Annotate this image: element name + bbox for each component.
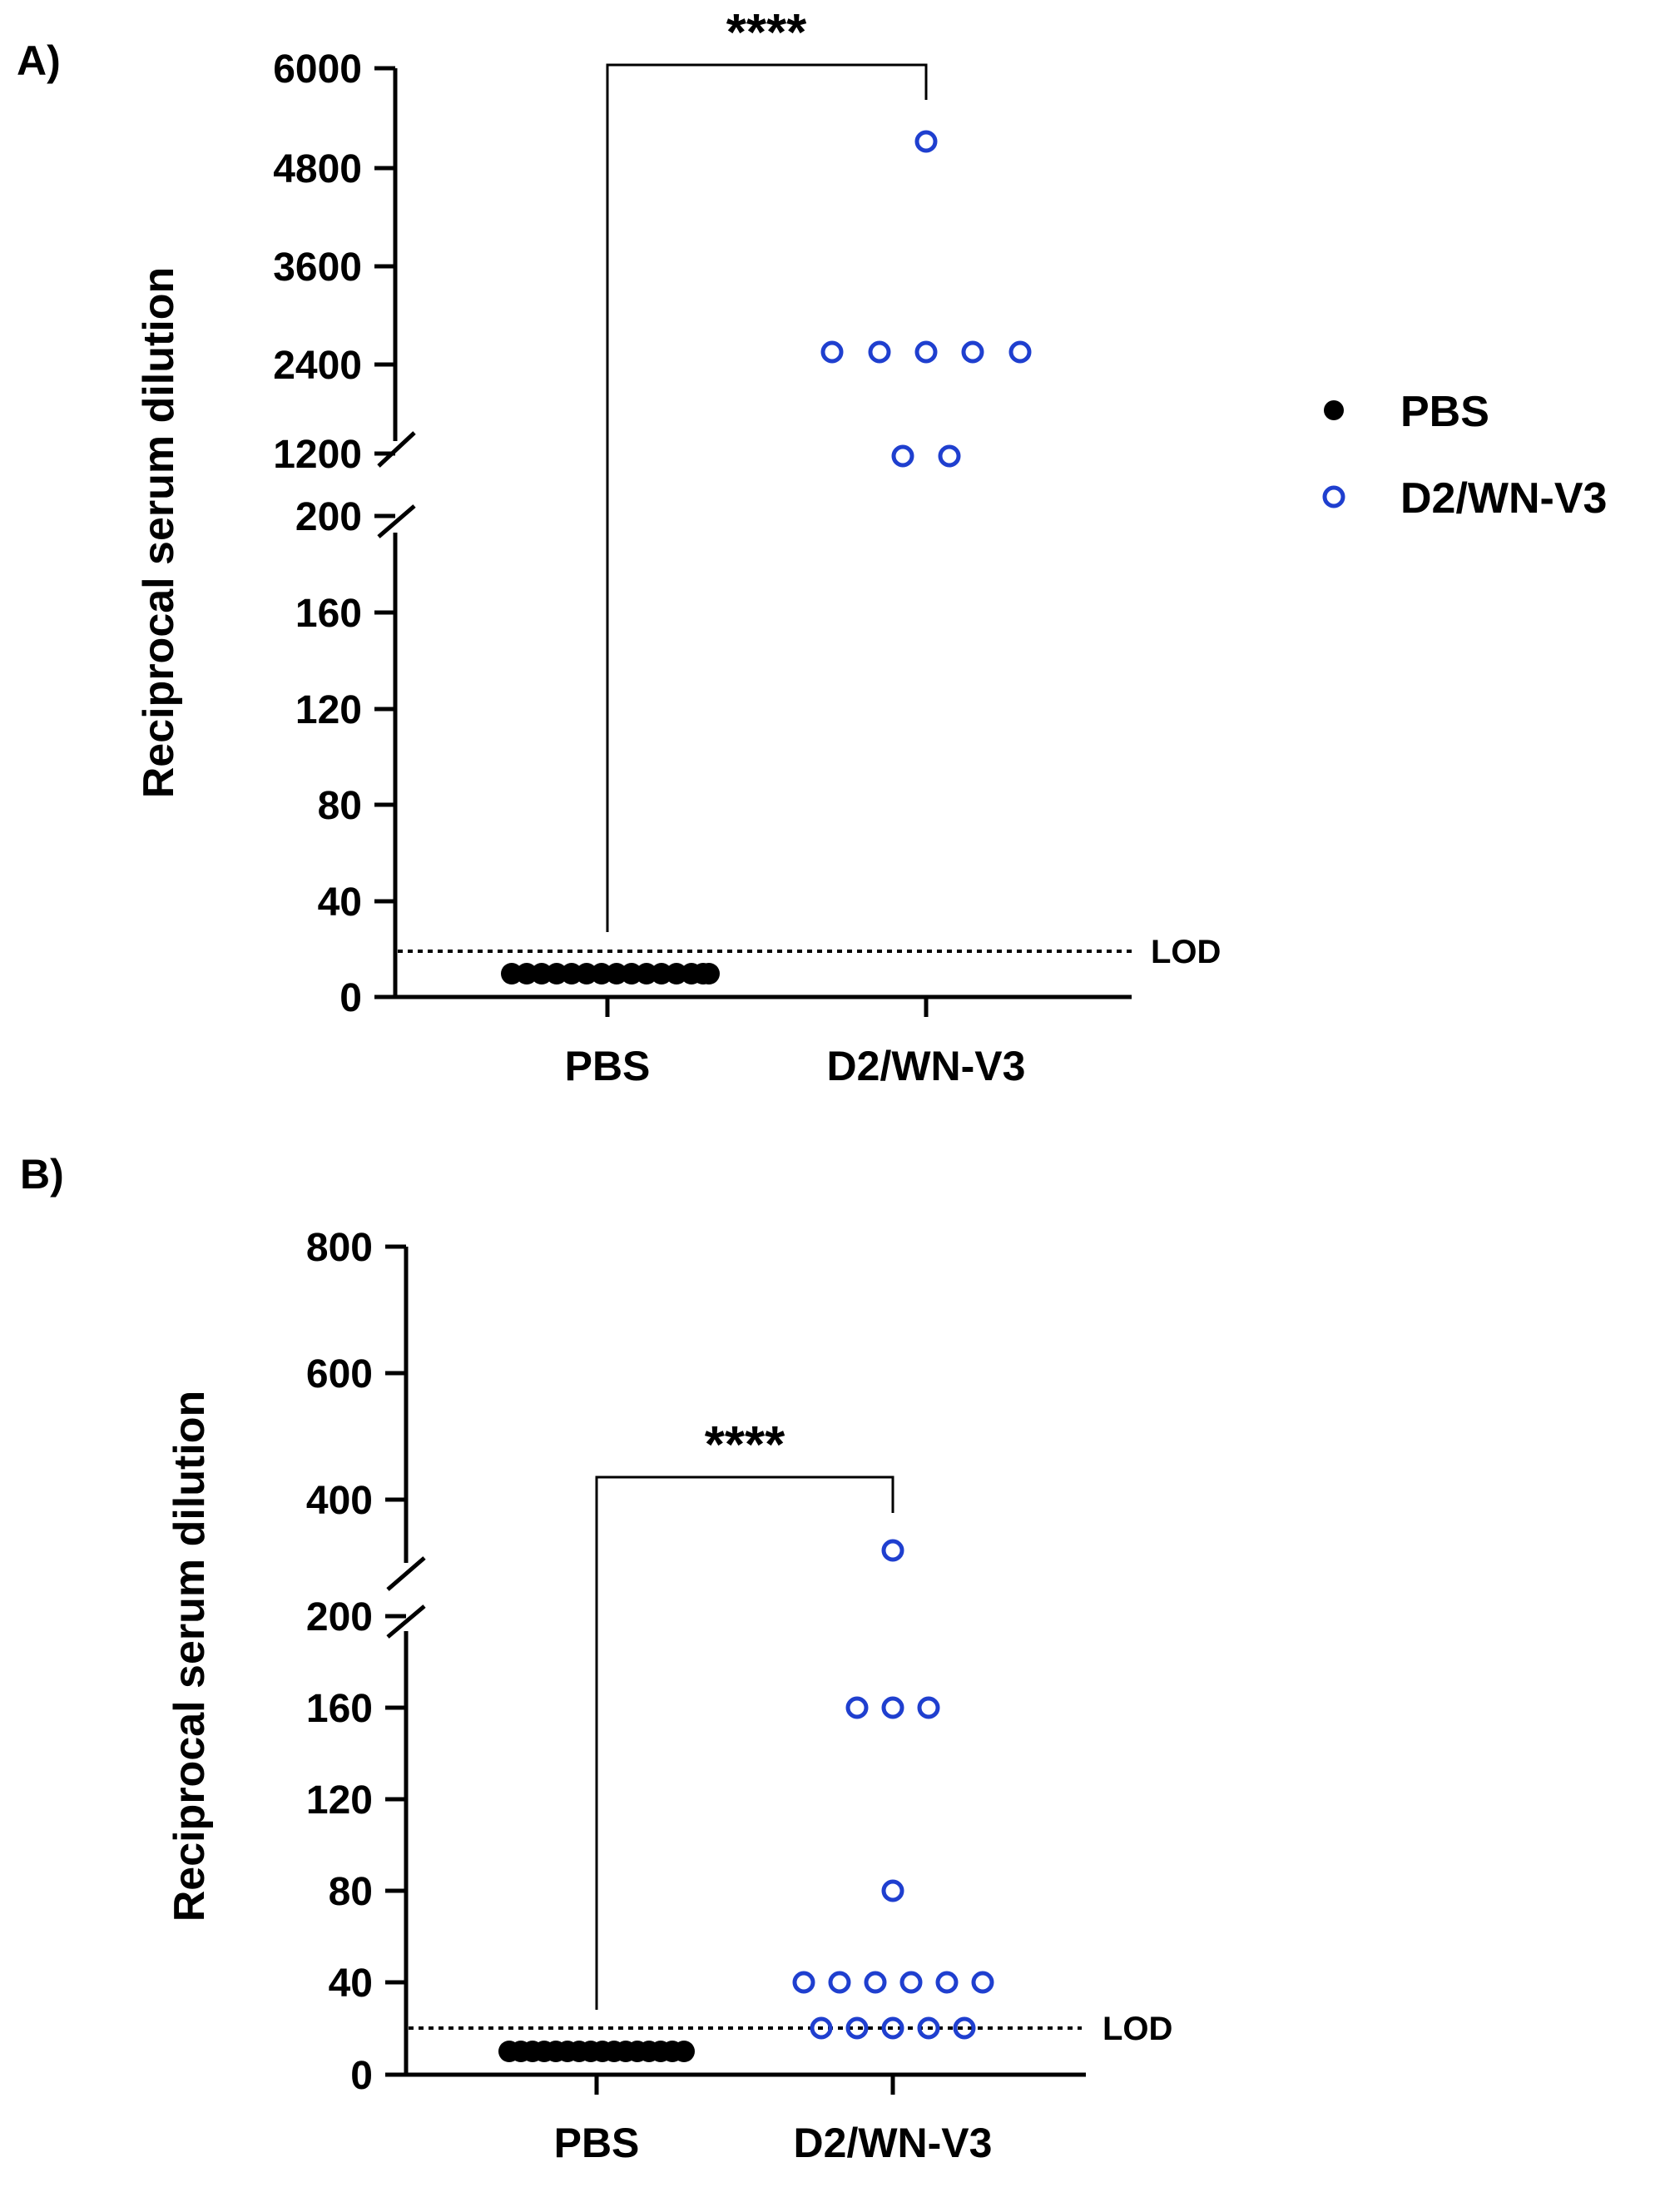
d2-wn-v3-data-point [845, 1696, 869, 1719]
pbs-data-point [516, 963, 538, 984]
panel-b-significance-label: **** [705, 1416, 785, 1474]
d2-wn-v3-data-point [864, 1971, 887, 1994]
d2-wn-v3-data-point [845, 2016, 869, 2040]
legend-pbs-label: PBS [1400, 388, 1489, 436]
panel-b-label: B) [20, 1151, 64, 1198]
panel-b-axis-break-mark-lower [386, 1604, 426, 1639]
d2-wn-v3-data-point [899, 1971, 923, 1994]
y-tick-label-80: 80 [318, 784, 362, 828]
d2-wn-v3-data-point [935, 1971, 959, 1994]
d2-wn-v3-data-point [891, 444, 914, 468]
y-tick-label-160: 160 [295, 592, 362, 636]
legend-d2-label: D2/WN-V3 [1400, 474, 1607, 523]
y-tick-label-40: 40 [329, 1962, 373, 2006]
d2-wn-v3-data-point [881, 1696, 904, 1719]
panel-a-y-axis-title: Reciprocal serum dilution [135, 267, 183, 799]
y-tick-label-800: 800 [306, 1226, 373, 1270]
panel-a-axis-break-mark-lower [377, 504, 416, 538]
d2-wn-v3-data-point [971, 1971, 994, 1994]
d2-wn-v3-data-point [914, 340, 938, 364]
panel-a-label: A) [17, 37, 61, 84]
y-tick-label-4800: 4800 [273, 147, 362, 191]
legend-d2-marker [1322, 485, 1345, 508]
y-tick-label-400: 400 [306, 1479, 373, 1523]
y-tick-label-120: 120 [295, 688, 362, 732]
y-tick-label-160: 160 [306, 1687, 373, 1731]
y-tick-label-80: 80 [329, 1870, 373, 1914]
pbs-data-point [636, 963, 657, 984]
d2-wn-v3-data-point [820, 340, 844, 364]
pbs-data-point [546, 963, 567, 984]
d2-wn-v3-data-point [917, 2016, 940, 2040]
panel-b-x-ticks [594, 2075, 895, 2095]
y-tick-label-0: 0 [339, 976, 362, 1020]
pbs-data-point [576, 963, 597, 984]
d2-wn-v3-data-point [881, 1539, 904, 1562]
d2-wn-v3-data-point [953, 2016, 976, 2040]
pbs-data-point [606, 963, 627, 984]
panel-a-axis-break-mark-upper [377, 431, 416, 468]
panel-a-significance-label: **** [726, 4, 807, 62]
d2-wn-v3-data-point [810, 2016, 833, 2040]
d2-wn-v3-data-point [792, 1971, 815, 1994]
y-tick-label-600: 600 [306, 1352, 373, 1396]
pbs-data-point [621, 963, 642, 984]
panel-b-y-axis-title: Reciprocal serum dilution [166, 1391, 214, 1922]
d2-wn-v3-data-point [881, 1879, 904, 1902]
panel-a: A) Reciprocal serum dilution 0 40 80 120 160… [17, 4, 1221, 1089]
d2-wn-v3-data-point [828, 1971, 851, 1994]
pbs-data-point [666, 963, 687, 984]
y-tick-label-1200: 1200 [273, 433, 362, 477]
panel-b-bracket-line [595, 1475, 894, 2010]
d2-wn-v3-data-point [917, 1696, 940, 1719]
legend-pbs-marker [1324, 400, 1344, 420]
panel-b-x-label-pbs: PBS [554, 2120, 640, 2166]
panel-b-significance-bracket [595, 1475, 894, 2010]
pbs-data-point [591, 963, 612, 984]
pbs-data-point [673, 2041, 695, 2062]
panel-b-x-label-d2: D2/WN-V3 [794, 2120, 993, 2166]
d2-wn-v3-data-point [881, 2016, 904, 2040]
pbs-data-point [561, 963, 582, 984]
panel-a-significance-bracket [606, 63, 928, 932]
panel-b: B) Reciprocal serum dilution 0 40 80 120 160… [20, 1151, 1172, 2166]
panel-b-axis-break-mark-upper [386, 1556, 426, 1591]
d2-wn-v3-data-point [1008, 340, 1032, 364]
y-tick-label-200: 200 [306, 1595, 373, 1639]
panel-a-data-points [501, 130, 1032, 984]
pbs-data-point [531, 963, 553, 984]
panel-b-y-ticks: 0 40 80 120 160 200 400 600 800 [306, 1226, 406, 2098]
panel-b-y-axis [386, 1247, 426, 2075]
panel-a-bracket-line [606, 63, 928, 932]
d2-wn-v3-data-point [961, 340, 984, 364]
d2-wn-v3-data-point [938, 444, 961, 468]
legend: PBS D2/WN-V3 [1322, 388, 1607, 523]
d2-wn-v3-data-point [868, 340, 891, 364]
y-tick-label-0: 0 [350, 2054, 373, 2098]
d2-wn-v3-data-point [914, 130, 938, 153]
panel-b-data-points [498, 1539, 994, 2062]
pbs-data-point [651, 963, 672, 984]
pbs-data-point [698, 963, 720, 984]
y-tick-label-40: 40 [318, 880, 362, 925]
panel-a-y-ticks: 0 40 80 120 160 200 1200 2400 3600 4800 6000 [273, 47, 395, 1020]
y-tick-label-120: 120 [306, 1778, 373, 1823]
panel-a-x-label-pbs: PBS [565, 1043, 651, 1089]
panel-a-x-ticks [605, 997, 929, 1017]
panel-b-lod-label: LOD [1103, 2011, 1172, 2047]
y-tick-label-200: 200 [295, 495, 362, 539]
panel-a-x-label-d2: D2/WN-V3 [827, 1043, 1026, 1089]
y-tick-label-6000: 6000 [273, 47, 362, 92]
panel-a-y-axis [377, 68, 416, 997]
y-tick-label-2400: 2400 [273, 344, 362, 388]
pbs-data-point [501, 963, 523, 984]
panel-a-lod-label: LOD [1151, 934, 1221, 970]
y-tick-label-3600: 3600 [273, 246, 362, 290]
